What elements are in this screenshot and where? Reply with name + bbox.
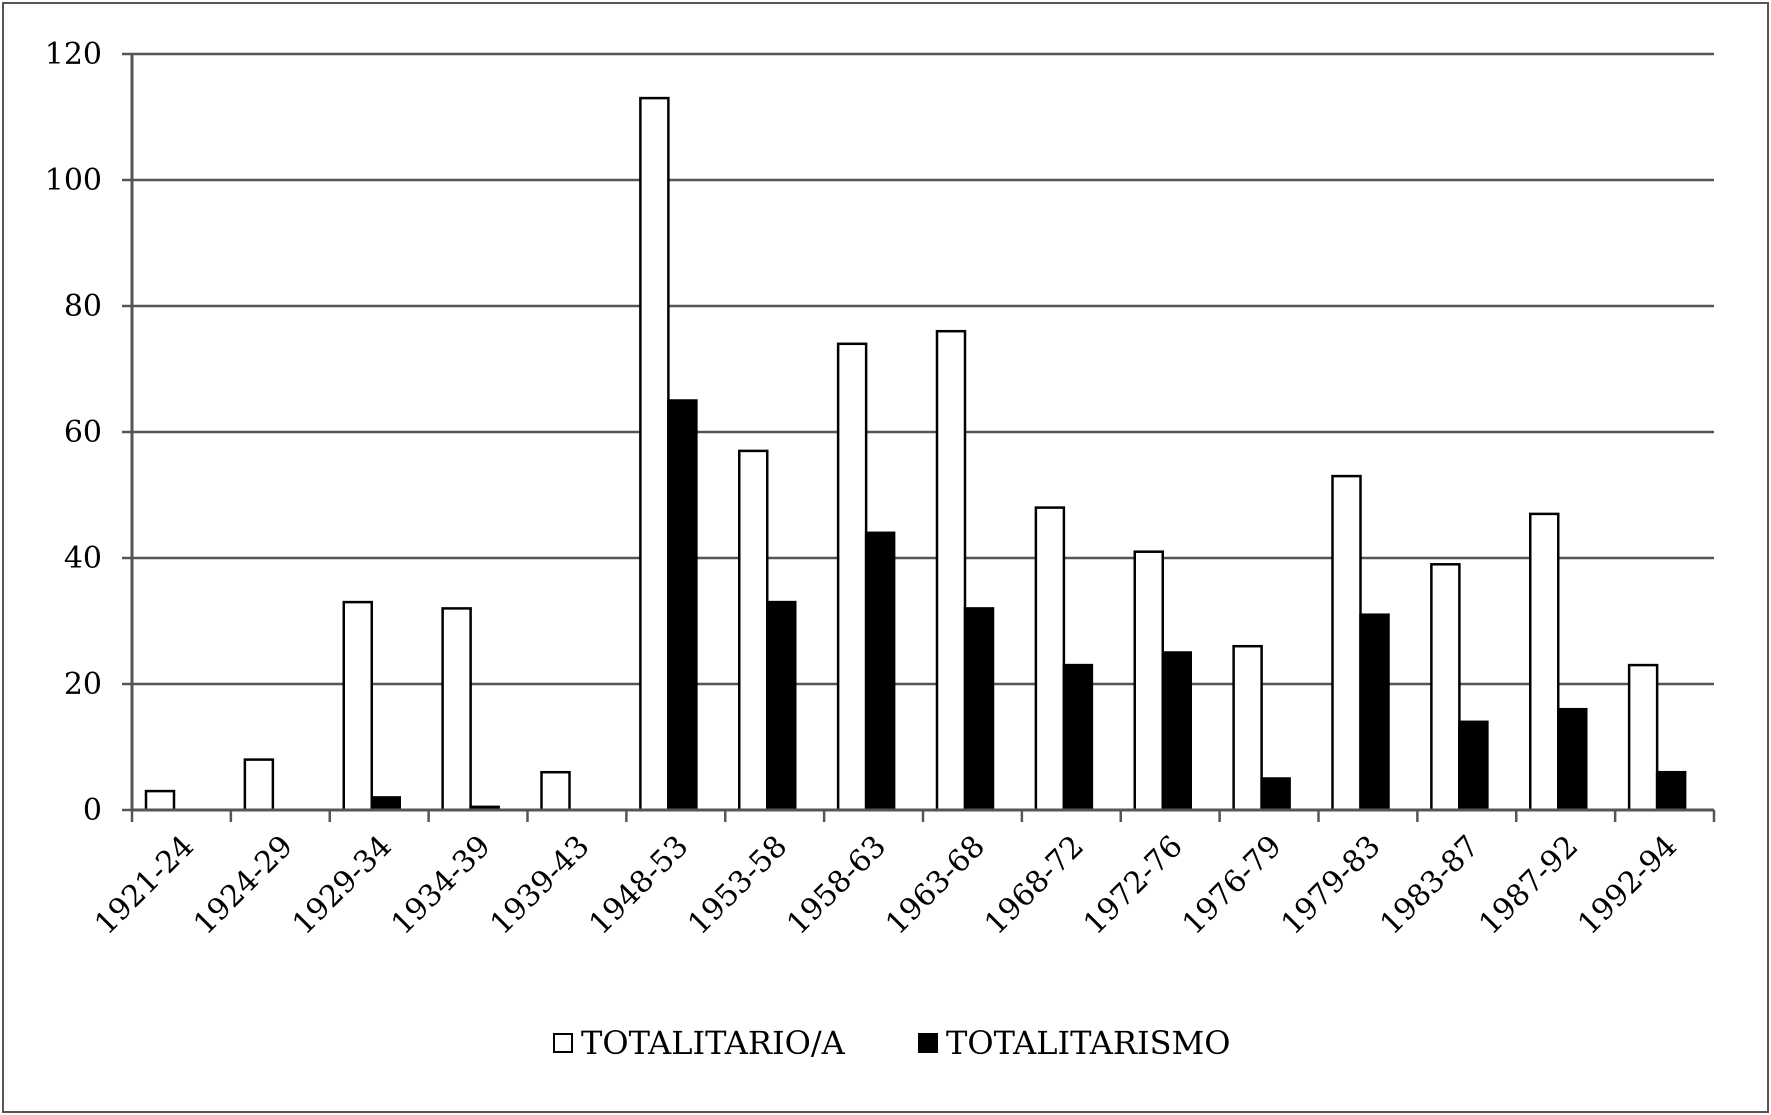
x-tick-label: 1939-43 <box>484 829 597 942</box>
bar-totalitario <box>540 770 571 812</box>
bar-totalitario <box>1133 550 1164 812</box>
y-tick-label: 40 <box>64 541 102 576</box>
bar-totalitario <box>1034 506 1066 812</box>
legend-label-totalitario: TOTALITARIO/A <box>581 1024 846 1062</box>
bar-totalitarismo <box>766 600 797 812</box>
bar-totalitarismo <box>370 796 401 812</box>
x-tick-label: 1934-39 <box>385 829 498 942</box>
bar-totalitario <box>1627 663 1659 812</box>
bar-totalitario <box>738 449 769 812</box>
bar-totalitario <box>342 600 373 812</box>
bar-totalitario <box>935 329 967 812</box>
x-tick-label: 1979-83 <box>1275 829 1388 942</box>
bar-totalitario <box>836 342 868 812</box>
bar-totalitario <box>1232 644 1263 812</box>
bar-totalitarismo <box>1359 613 1390 812</box>
bar-totalitarismo <box>1260 777 1291 812</box>
y-tick-label: 100 <box>45 163 102 198</box>
x-tick-label: 1992-94 <box>1571 829 1684 942</box>
legend: TOTALITARIO/A TOTALITARISMO <box>553 1024 1231 1062</box>
bar-totalitario <box>1529 512 1560 812</box>
y-tick-label: 0 <box>83 793 102 828</box>
legend-swatch-totalitario <box>553 1033 573 1053</box>
legend-label-totalitarismo: TOTALITARISMO <box>946 1024 1231 1062</box>
x-tick-label: 1968-72 <box>978 829 1091 942</box>
axes <box>122 52 1716 822</box>
y-tick-label: 80 <box>64 289 102 324</box>
legend-swatch-totalitarismo <box>918 1033 938 1053</box>
y-tick-labels: 0 20 40 60 80 100 120 <box>45 37 102 828</box>
x-tick-label: 1921-24 <box>88 829 201 942</box>
bar-totalitarismo <box>1655 770 1687 812</box>
y-tick-label: 20 <box>64 667 102 702</box>
x-tick-label: 1948-53 <box>583 829 696 942</box>
bar-totalitario <box>441 607 472 812</box>
bar-totalitarismo <box>1062 663 1094 812</box>
bar-totalitario <box>1430 563 1461 812</box>
x-tick-label: 1983-87 <box>1374 829 1487 942</box>
y-tick-label: 120 <box>45 37 102 72</box>
bar-totalitarismo <box>667 399 698 812</box>
x-tick-label: 1976-79 <box>1176 829 1289 942</box>
x-tick-label: 1963-68 <box>879 829 992 942</box>
x-tick-label: 1972-76 <box>1077 829 1190 942</box>
bar-totalitario <box>243 758 275 812</box>
bar-totalitarismo <box>1557 707 1588 812</box>
bars <box>144 96 1687 812</box>
x-tick-label: 1929-34 <box>286 829 399 942</box>
bar-totalitarismo <box>1161 651 1192 812</box>
bar-totalitario <box>1331 474 1362 812</box>
bar-totalitario <box>144 789 176 812</box>
x-tick-label: 1924-29 <box>187 829 300 942</box>
gridlines <box>132 52 1714 686</box>
x-tick-label: 1987-92 <box>1472 829 1585 942</box>
x-tick-label: 1958-63 <box>780 829 893 942</box>
bar-totalitarismo <box>864 531 896 812</box>
y-tick-label: 60 <box>64 415 102 450</box>
x-tick-label: 1953-58 <box>681 829 794 942</box>
bar-totalitarismo <box>1458 720 1489 812</box>
bar-totalitarismo <box>963 607 995 812</box>
bar-totalitario <box>639 96 670 812</box>
x-tick-labels: 1921-241924-291929-341934-391939-431948-… <box>88 829 1684 942</box>
